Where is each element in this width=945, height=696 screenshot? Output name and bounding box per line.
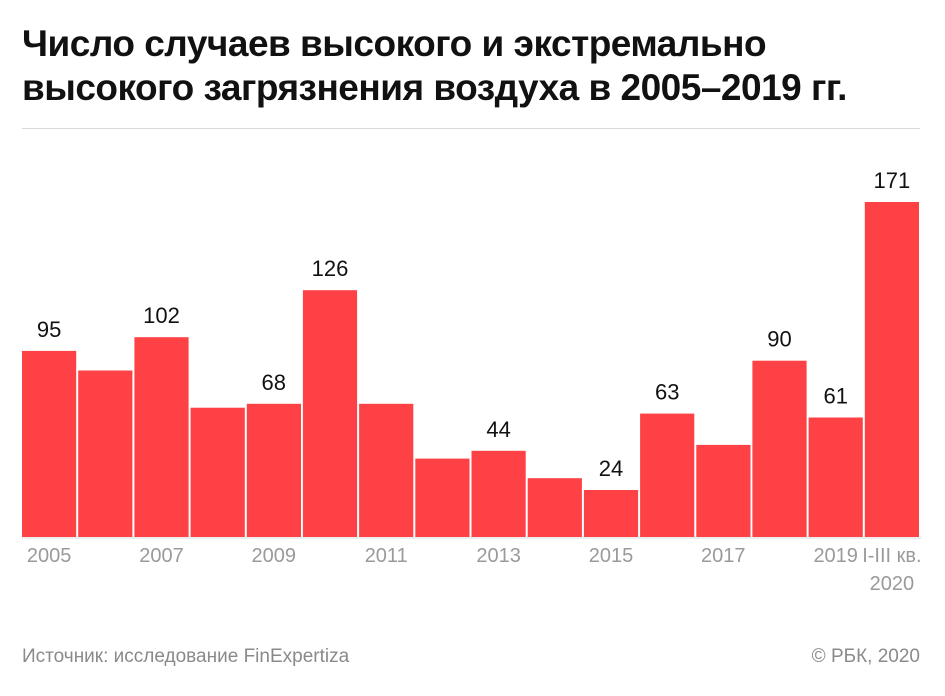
x-tick-label-10: 2015 xyxy=(589,545,634,567)
bar-5 xyxy=(302,290,358,537)
bar-0 xyxy=(22,350,77,537)
bar-3 xyxy=(190,407,245,537)
bar-14 xyxy=(808,417,863,537)
data-label-13: 90 xyxy=(767,327,791,352)
bar-11 xyxy=(640,413,695,537)
bar-7 xyxy=(415,458,470,537)
data-label-11: 63 xyxy=(655,380,679,405)
copyright-note: © РБК, 2020 xyxy=(811,646,920,667)
x-tick-label-12: 2017 xyxy=(701,545,746,567)
bar-15 xyxy=(864,202,919,537)
x-tick-label-15: I-III кв. 2020 xyxy=(862,545,921,595)
bar-12 xyxy=(696,444,751,537)
source-note: Источник: исследование FinExpertiza xyxy=(22,646,350,667)
bar-13 xyxy=(752,360,807,537)
bar-2 xyxy=(134,337,189,537)
bar-1 xyxy=(78,370,133,537)
bar-6 xyxy=(359,403,414,537)
x-tick-label-14: 2019 xyxy=(813,545,858,567)
x-tick-label-6: 2011 xyxy=(365,545,408,567)
data-label-10: 24 xyxy=(599,456,623,481)
data-label-2: 102 xyxy=(143,303,180,328)
bar-10 xyxy=(583,490,639,537)
data-label-4: 68 xyxy=(262,370,286,395)
x-tick-label-8: 2013 xyxy=(476,545,521,567)
data-label-5: 126 xyxy=(312,256,349,281)
chart-title: Число случаев высокого и экстремально вы… xyxy=(22,23,847,108)
x-tick-label-4: 2009 xyxy=(252,545,297,567)
title-divider xyxy=(22,128,920,129)
bar-8 xyxy=(471,450,526,537)
bar-9 xyxy=(527,478,582,537)
x-tick-label-0: 2005 xyxy=(27,545,72,567)
data-label-14: 61 xyxy=(823,384,847,409)
x-tick-label-2: 2007 xyxy=(139,545,184,567)
data-label-0: 95 xyxy=(37,317,61,342)
data-label-15: 171 xyxy=(874,168,911,193)
data-label-8: 44 xyxy=(486,417,510,442)
bar-4 xyxy=(246,403,301,537)
